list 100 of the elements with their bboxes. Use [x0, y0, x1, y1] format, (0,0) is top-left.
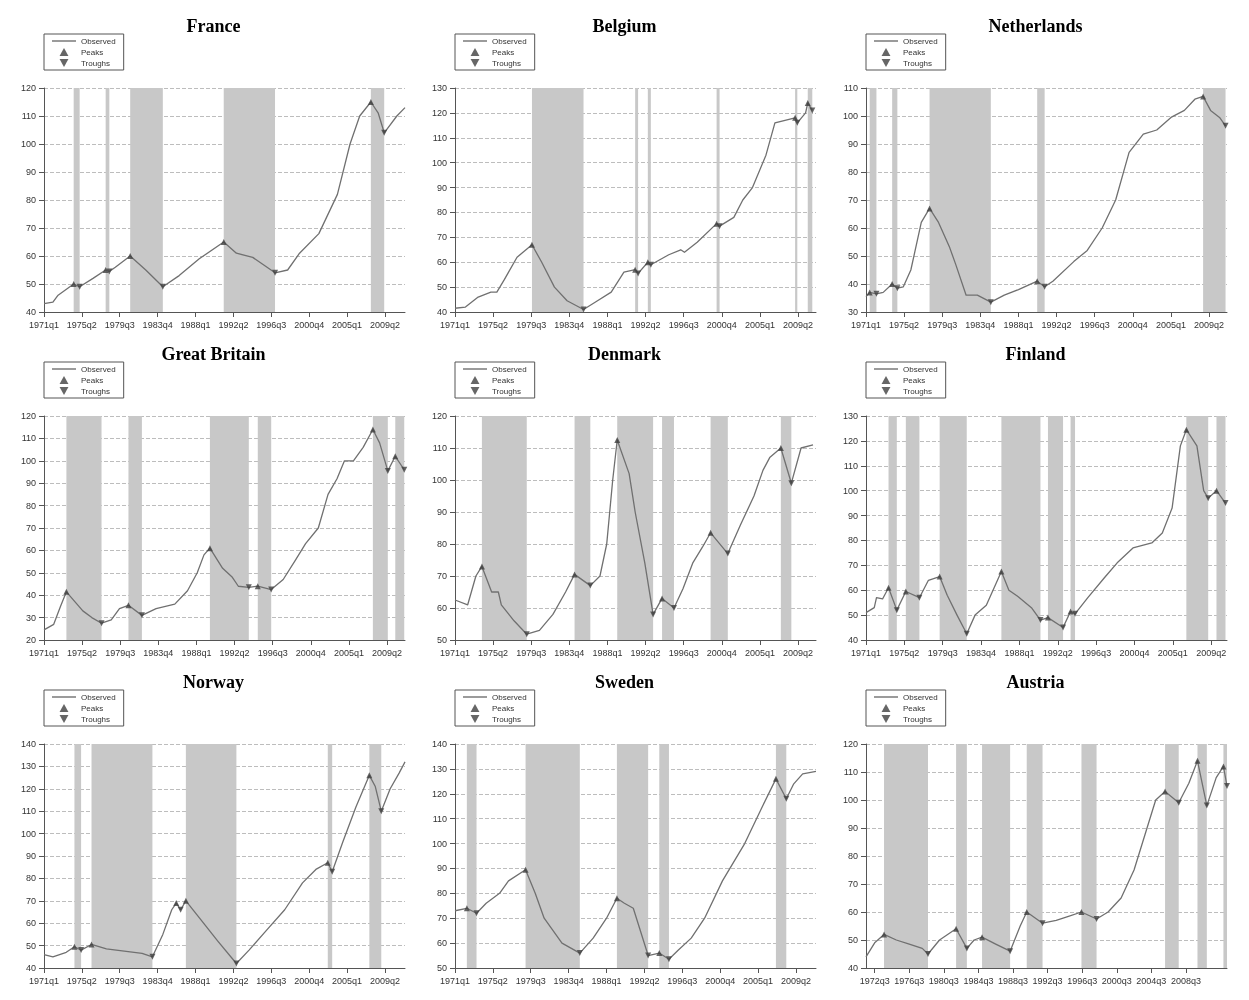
y-tick-label: 90: [25, 851, 36, 861]
legend-label: Peaks: [903, 375, 926, 385]
point: [788, 480, 795, 487]
x-tick-label: 1983q4: [142, 975, 173, 986]
y-tick-label: 120: [20, 783, 36, 794]
x-tick-label: 1992q2: [629, 975, 660, 986]
y-tick-label: 120: [431, 107, 447, 118]
y-tick-label: 80: [847, 535, 858, 546]
point: [987, 299, 994, 306]
x-tick-label: 1971q1: [439, 319, 471, 330]
point: [998, 568, 1005, 575]
y-tick-label: 50: [847, 935, 858, 945]
y-tick-label: 90: [847, 823, 858, 833]
x-tick-label: 1971q1: [28, 319, 60, 330]
x-tick-label: 2009q2: [369, 975, 400, 986]
chart-title: Austria: [1006, 672, 1065, 692]
x-tick-label: 1992q2: [630, 319, 661, 330]
x-tick-label: 1983q4: [965, 319, 996, 330]
point: [523, 631, 530, 638]
y-tick-label: 100: [842, 111, 858, 121]
chart-title: Belgium: [592, 16, 657, 36]
y-tick-label: 130: [842, 411, 858, 421]
chart-title: Netherlands: [988, 16, 1083, 36]
x-tick-label: 2005q1: [744, 647, 776, 658]
legend-label: Peaks: [492, 47, 515, 57]
x-tick-label: 1988q1: [592, 647, 623, 658]
x-tick-label: 1971q1: [850, 319, 882, 330]
x-tick-label: 1975q2: [889, 319, 920, 330]
point: [926, 205, 933, 212]
point: [106, 268, 113, 275]
point: [1044, 614, 1051, 621]
x-tick-label: 2000q3: [1101, 975, 1132, 986]
x-tick-label: 1979q3: [104, 975, 135, 986]
y-tick-label: 40: [847, 635, 858, 645]
y-tick-label: 60: [25, 545, 36, 556]
y-tick-label: 40: [25, 307, 36, 317]
y-tick-label: 20: [25, 635, 36, 645]
y-tick-label: 110: [843, 460, 858, 471]
y-tick-label: 110: [432, 443, 447, 453]
point: [272, 269, 279, 276]
y-tick-label: 40: [436, 307, 447, 317]
x-tick-label: 1980q3: [928, 975, 959, 986]
y-tick-label: 50: [25, 940, 36, 951]
legend-label: Troughs: [81, 714, 111, 724]
legend-label: Troughs: [903, 714, 933, 724]
y-tick-label: 50: [436, 282, 447, 293]
point: [804, 99, 811, 106]
legend-label: Observed: [81, 36, 116, 46]
x-tick-label: 1996q3: [668, 319, 699, 330]
x-tick-label: 1996q3: [667, 975, 698, 986]
y-tick-label: 70: [847, 879, 858, 889]
y-tick-label: 120: [431, 411, 447, 421]
y-tick-label: 110: [21, 111, 36, 121]
y-tick-label: 70: [25, 223, 36, 233]
point: [1078, 909, 1085, 915]
x-tick-label: 1983q4: [143, 647, 174, 658]
legend-label: Peaks: [492, 375, 515, 385]
y-tick-label: 90: [436, 863, 447, 874]
y-tick-label: 30: [25, 612, 36, 623]
point: [963, 945, 970, 952]
x-tick-label: 2000q4: [1119, 647, 1150, 658]
legend-label: Troughs: [81, 386, 111, 396]
x-tick-label: 2000q4: [706, 319, 737, 330]
x-tick-label: 2005q1: [744, 319, 776, 330]
x-tick-label: 1988q1: [592, 319, 623, 330]
legend-label: Troughs: [903, 386, 933, 396]
y-tick-label: 60: [25, 251, 36, 261]
x-tick-label: 2005q1: [332, 975, 363, 986]
x-tick-label: 1975q2: [478, 319, 509, 330]
y-tick-label: 50: [436, 635, 447, 645]
point: [125, 602, 132, 609]
x-tick-label: 1983q4: [142, 319, 173, 330]
y-tick-label: 110: [843, 767, 858, 777]
x-tick-label: 1979q3: [105, 647, 136, 658]
chart-title: Finland: [1005, 344, 1066, 364]
x-tick-label: 1975q2: [66, 319, 97, 330]
legend-label: Observed: [492, 364, 527, 374]
x-tick-label: 1971q1: [439, 647, 471, 658]
y-tick-label: 90: [847, 510, 858, 521]
x-tick-label: 1996q3: [256, 319, 287, 330]
x-tick-label: 1979q3: [515, 975, 546, 986]
x-tick-label: 2005q1: [743, 975, 774, 986]
y-tick-label: 100: [20, 139, 36, 149]
x-tick-label: 1988q1: [180, 975, 211, 986]
point: [528, 241, 535, 248]
y-tick-label: 120: [431, 788, 447, 799]
x-tick-label: 1988q1: [591, 975, 622, 986]
x-tick-label: 1984q3: [963, 975, 994, 986]
point: [206, 545, 213, 552]
point: [78, 947, 85, 954]
y-tick-label: 100: [431, 157, 447, 168]
y-tick-label: 120: [842, 739, 858, 749]
point: [1037, 617, 1044, 624]
point: [707, 529, 714, 536]
x-tick-label: 1996q3: [1067, 975, 1098, 986]
x-tick-label: 2000q4: [706, 647, 737, 658]
point: [925, 951, 931, 957]
legend-label: Observed: [492, 36, 527, 46]
line-series: [454, 770, 817, 960]
point: [1205, 495, 1212, 502]
